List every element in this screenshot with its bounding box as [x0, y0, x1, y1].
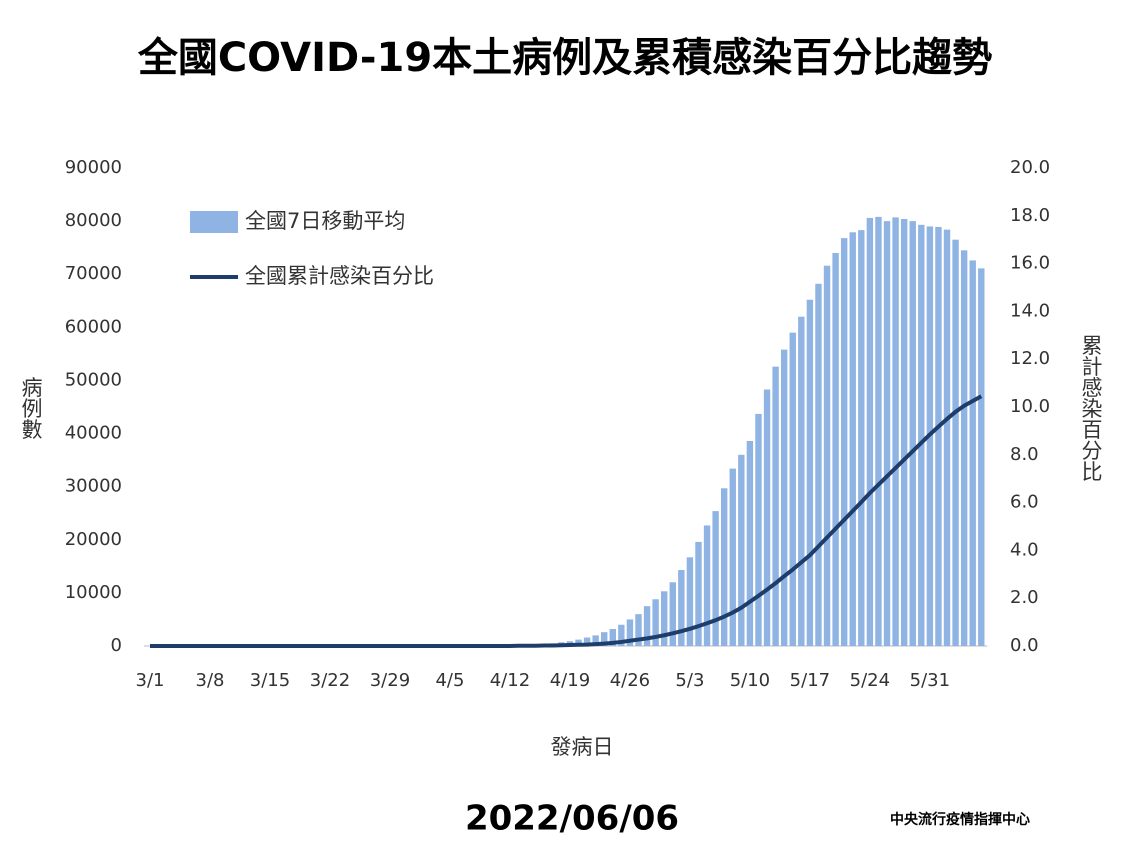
y-tick-label: 60000: [65, 316, 122, 337]
y2-tick-label: 10.0: [1010, 396, 1050, 417]
x-tick-label: 3/29: [370, 670, 410, 691]
x-tick-label: 3/1: [136, 670, 165, 691]
bar: [978, 268, 985, 646]
bar: [635, 614, 642, 646]
y2-tick-label: 0.0: [1010, 635, 1039, 656]
x-tick-label: 4/12: [490, 670, 530, 691]
y2-axis-label: 累計感染百分比: [1079, 335, 1103, 482]
y-tick-label: 0: [111, 635, 122, 656]
bar: [772, 366, 779, 646]
y2-tick-label: 8.0: [1010, 444, 1039, 465]
bar: [738, 454, 745, 646]
bar: [943, 229, 951, 646]
bar: [960, 250, 968, 647]
x-tick-label: 5/10: [730, 670, 770, 691]
bar: [763, 389, 771, 646]
bar: [918, 224, 925, 646]
bar: [849, 232, 856, 646]
bar: [789, 332, 796, 646]
y-tick-label: 50000: [65, 369, 122, 390]
bar: [720, 488, 728, 646]
y-tick-label: 80000: [65, 210, 122, 231]
bar: [815, 283, 822, 646]
bar: [798, 316, 805, 646]
bar: [643, 606, 651, 646]
y2-tick-label: 4.0: [1010, 539, 1039, 560]
legend-label: 全國累計感染百分比: [245, 264, 434, 288]
bar: [729, 468, 736, 646]
x-tick-label: 4/19: [550, 670, 590, 691]
date: 2022/06/06: [465, 799, 679, 839]
y2-tick-label: 14.0: [1010, 300, 1050, 321]
x-tick-label: 4/5: [435, 670, 464, 691]
x-axis-label: 發病日: [551, 735, 614, 759]
bar: [780, 349, 788, 646]
bar: [669, 582, 676, 646]
bar: [609, 629, 616, 646]
bar: [823, 265, 831, 646]
y-tick-label: 10000: [65, 582, 122, 603]
bar: [618, 624, 625, 646]
legend-label: 全國7日移動平均: [245, 209, 405, 233]
y2-tick-label: 20.0: [1010, 157, 1050, 178]
y2-tick-label: 2.0: [1010, 587, 1039, 608]
x-tick-label: 5/31: [910, 670, 950, 691]
bar: [892, 217, 899, 647]
bar: [592, 635, 599, 646]
bar: [909, 221, 916, 646]
x-tick-label: 4/26: [610, 670, 650, 691]
bar: [969, 260, 976, 646]
bar: [952, 239, 959, 646]
source: 中央流行疫情指揮中心: [890, 811, 1030, 828]
bar: [626, 619, 634, 646]
x-tick-label: 3/8: [196, 670, 225, 691]
bar: [866, 217, 874, 646]
bar: [806, 299, 814, 646]
x-tick-label: 3/15: [250, 670, 290, 691]
y-tick-label: 30000: [65, 476, 122, 497]
y2-tick-label: 6.0: [1010, 492, 1039, 513]
chart-title: 全國COVID-19本土病例及累積感染百分比趨勢: [137, 35, 992, 81]
bar: [755, 413, 762, 646]
x-tick-label: 5/17: [790, 670, 830, 691]
legend-swatch: [190, 211, 238, 233]
bar: [583, 637, 591, 646]
bar: [703, 525, 711, 646]
bar: [661, 591, 668, 646]
bar: [883, 221, 891, 646]
bar: [840, 238, 848, 646]
x-tick-label: 5/24: [850, 670, 890, 691]
bar: [678, 570, 685, 646]
y-tick-label: 40000: [65, 423, 122, 444]
x-tick-label: 5/3: [675, 670, 704, 691]
y2-tick-label: 18.0: [1010, 205, 1050, 226]
y-tick-label: 90000: [65, 157, 122, 178]
bar: [601, 632, 608, 646]
bar: [686, 557, 694, 646]
bar: [746, 440, 754, 646]
bar: [832, 252, 839, 646]
bar: [935, 226, 942, 646]
y2-tick-label: 12.0: [1010, 348, 1050, 369]
bar: [712, 511, 719, 646]
bar: [695, 541, 702, 646]
y2-tick-label: 16.0: [1010, 253, 1050, 274]
x-tick-label: 3/22: [310, 670, 350, 691]
y-tick-label: 70000: [65, 263, 122, 284]
y-tick-label: 20000: [65, 529, 122, 550]
bar: [900, 218, 908, 646]
bar: [652, 599, 659, 646]
line: [150, 394, 983, 648]
y-axis-label: 病例數: [19, 377, 43, 440]
bar: [875, 216, 882, 646]
bar: [858, 230, 865, 646]
